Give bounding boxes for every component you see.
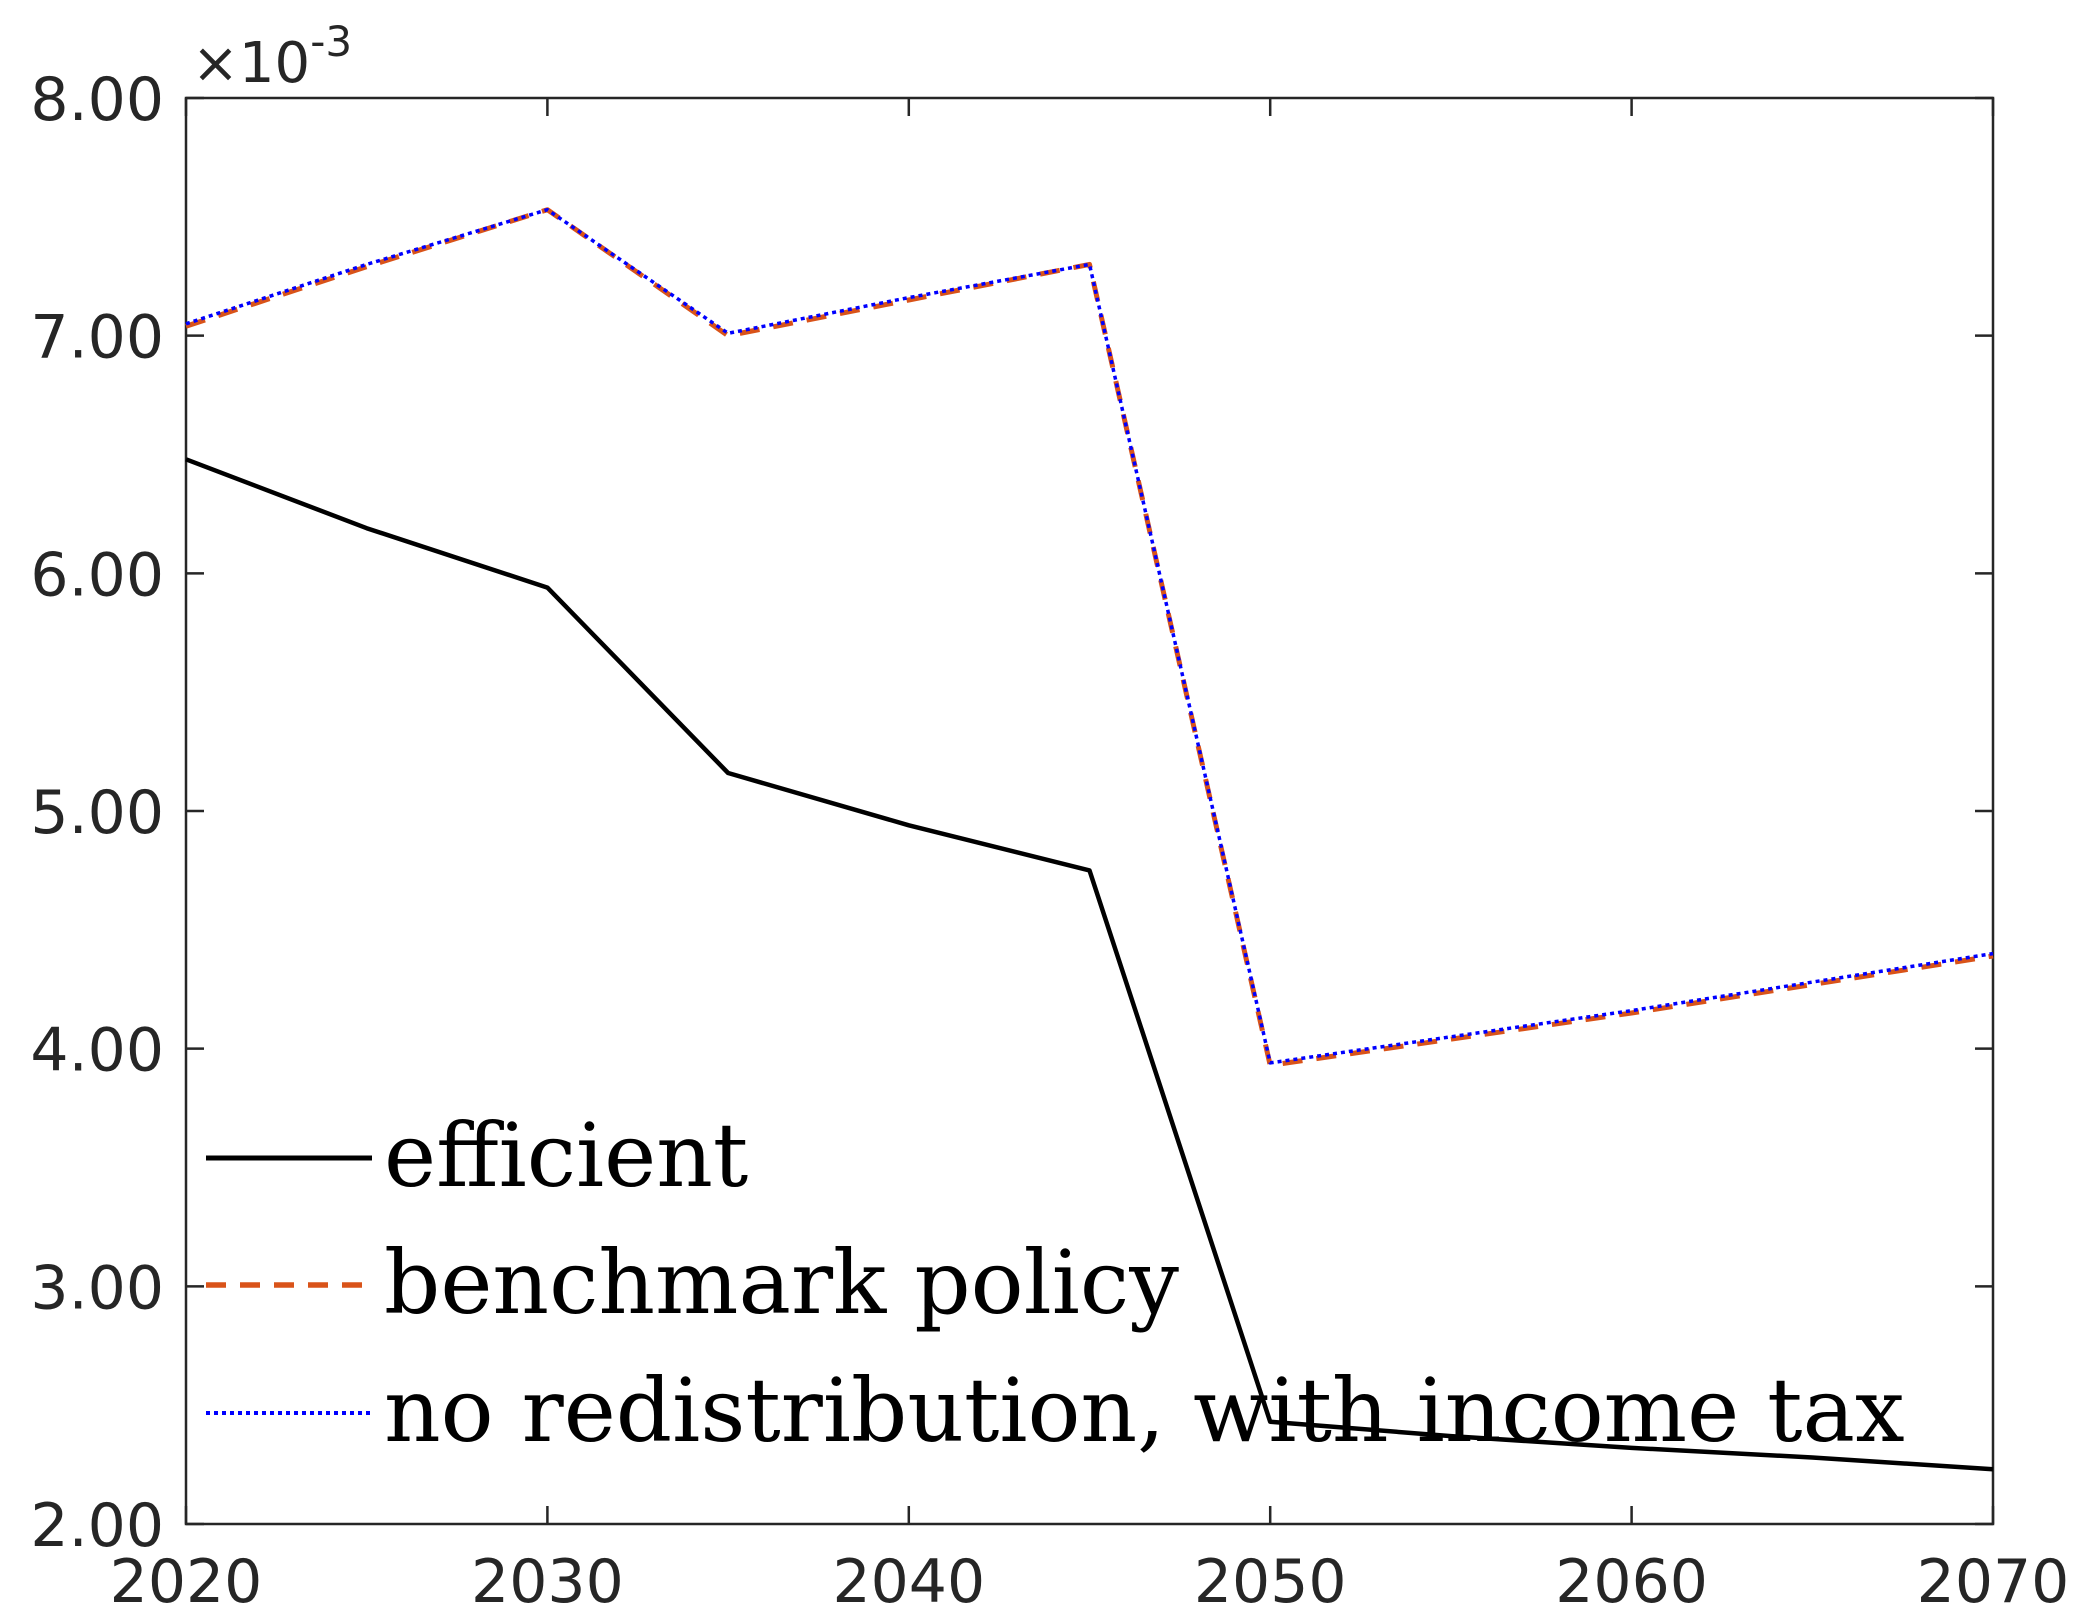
y-tick-label: 4.00 (30, 1016, 164, 1086)
x-tick-label: 2050 (1194, 1547, 1347, 1617)
legend-label-1: efficient (384, 1104, 748, 1207)
legend-label-3: no redistribution, with income tax (384, 1359, 1905, 1462)
x-tick-label: 2040 (832, 1547, 985, 1617)
y-scale-label: ×10-3 (192, 17, 352, 96)
legend-label-2: benchmark policy (384, 1231, 1179, 1334)
chart-marks: 2020 2030 2040 2050 2060 2070 2.00 3.00 4.00 5.00… (30, 17, 2069, 1617)
x-tick-label: 2070 (1917, 1547, 2070, 1617)
series-line-3 (185, 207, 1994, 1065)
y-tick-label: 2.00 (30, 1491, 164, 1561)
y-tick-label: 7.00 (30, 303, 164, 373)
series-line-1 (185, 457, 1994, 1472)
x-tick-label: 2030 (471, 1547, 624, 1617)
y-tick-label: 8.00 (30, 65, 164, 135)
x-tick-label: 2060 (1555, 1547, 1708, 1617)
y-tick-label: 3.00 (30, 1253, 164, 1323)
y-tick-label: 5.00 (30, 778, 164, 848)
y-tick-label: 6.00 (30, 540, 164, 610)
x-tick-label: 2020 (110, 1547, 263, 1617)
series-line-2 (185, 207, 1994, 1068)
